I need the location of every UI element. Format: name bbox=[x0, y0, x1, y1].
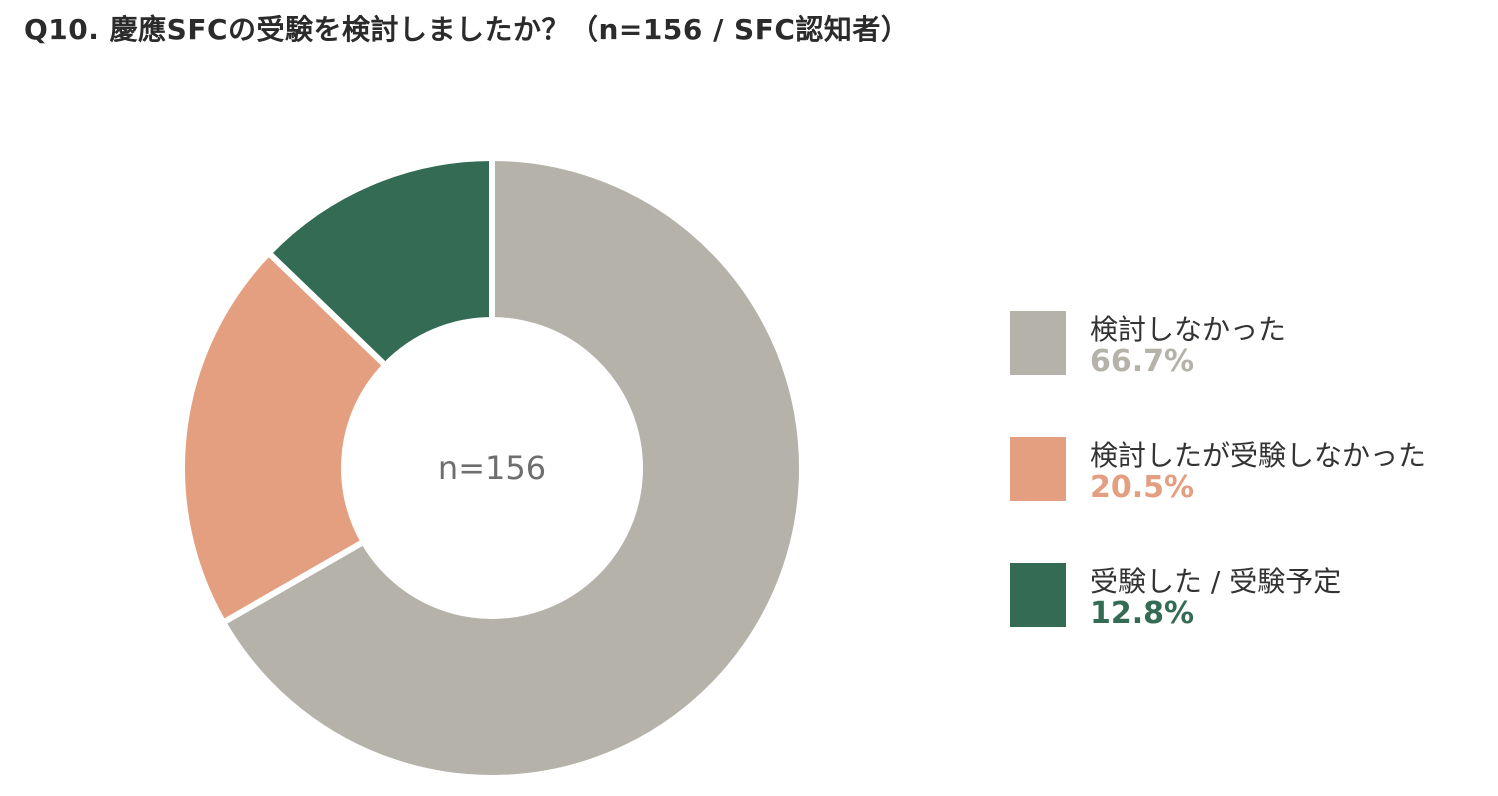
center-label: n=156 bbox=[438, 449, 546, 487]
legend-item-considered-not-taken: 検討したが受験しなかった 20.5% bbox=[1010, 434, 1490, 560]
slice-taken-or-planned bbox=[265, 155, 495, 369]
legend-value: 66.7% bbox=[1090, 344, 1195, 379]
legend-label: 検討したが受験しなかった bbox=[1090, 439, 1427, 472]
legend-label: 受験した / 受験予定 bbox=[1090, 565, 1342, 598]
legend-item-not-considered: 検討しなかった 66.7% bbox=[1010, 308, 1490, 434]
legend-value: 20.5% bbox=[1090, 470, 1195, 505]
slice-not-considered bbox=[220, 155, 805, 781]
legend-item-taken-or-planned: 受験した / 受験予定 12.8% bbox=[1010, 560, 1490, 686]
legend-value: 12.8% bbox=[1090, 596, 1195, 631]
legend-swatch bbox=[1010, 311, 1066, 375]
chart-title: Q10. 慶應SFCの受験を検討しましたか？（n=156 / SFC認知者） bbox=[24, 13, 910, 46]
legend-swatch bbox=[1010, 563, 1066, 627]
donut-chart: n=156 bbox=[179, 155, 805, 781]
slice-considered-not-taken bbox=[179, 249, 389, 626]
legend: 検討しなかった 66.7% 検討したが受験しなかった 20.5% 受験した / … bbox=[1010, 308, 1490, 686]
legend-label: 検討しなかった bbox=[1090, 313, 1287, 346]
legend-swatch bbox=[1010, 437, 1066, 501]
